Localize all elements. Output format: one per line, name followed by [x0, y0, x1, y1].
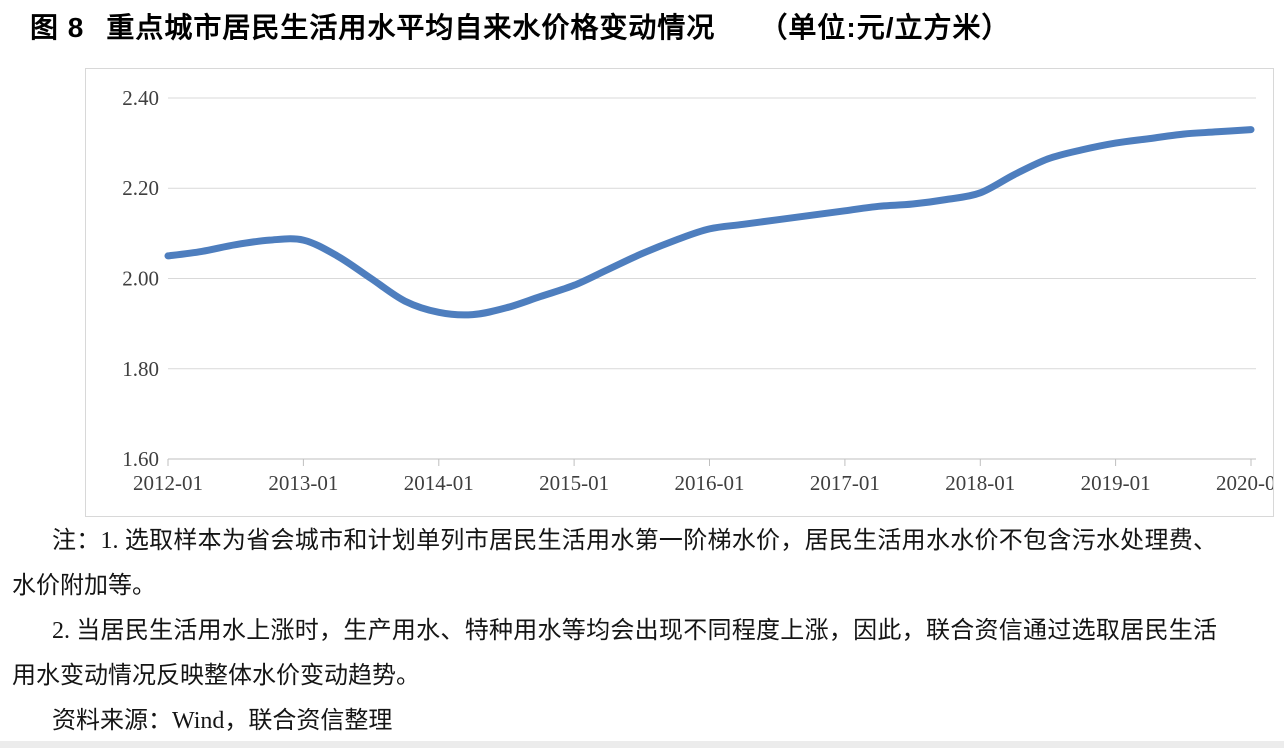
figure-unit-label: （单位:元/立方米） — [759, 12, 1011, 43]
y-axis-label: 2.20 — [122, 176, 159, 200]
y-axis-label: 1.80 — [122, 357, 159, 381]
figure-title-text: 重点城市居民生活用水平均自来水价格变动情况 — [106, 12, 716, 43]
x-axis-label: 2020-01 — [1216, 471, 1273, 495]
notes-block: 注：1. 选取样本为省会城市和计划单列市居民生活用水第一阶梯水价，居民生活用水水… — [12, 519, 1217, 744]
x-axis-label: 2013-01 — [268, 471, 338, 495]
figure-title: 图 8 重点城市居民生活用水平均自来水价格变动情况 （单位:元/立方米） — [30, 6, 1010, 46]
x-axis-label: 2015-01 — [539, 471, 609, 495]
y-axis-label: 2.40 — [122, 86, 159, 110]
x-axis-label: 2012-01 — [133, 471, 203, 495]
x-axis-label: 2014-01 — [404, 471, 474, 495]
note-1: 注：1. 选取样本为省会城市和计划单列市居民生活用水第一阶梯水价，居民生活用水水… — [12, 528, 1217, 599]
chart-container: 1.60 1.80 2.00 2.20 2.40 2012-01 2013-01 2014-0… — [85, 68, 1274, 517]
x-axis-label: 2019-01 — [1081, 471, 1151, 495]
y-axis-label: 2.00 — [122, 267, 159, 291]
x-axis-label: 2018-01 — [945, 471, 1015, 495]
water-price-line-chart: 1.60 1.80 2.00 2.20 2.40 2012-01 2013-01 2014-0… — [122, 86, 1273, 495]
x-axis-label: 2017-01 — [810, 471, 880, 495]
page-bottom-edge — [0, 741, 1284, 748]
source-line: 资料来源：Wind，联合资信整理 — [52, 708, 393, 734]
y-axis-label: 1.60 — [122, 447, 159, 471]
water-price-line — [164, 126, 1255, 319]
figure-number: 图 8 — [30, 12, 85, 43]
x-axis-label: 2016-01 — [675, 471, 745, 495]
note-2: 2. 当居民生活用水上涨时，生产用水、特种用水等均会出现不同程度上涨，因此，联合… — [12, 618, 1217, 689]
